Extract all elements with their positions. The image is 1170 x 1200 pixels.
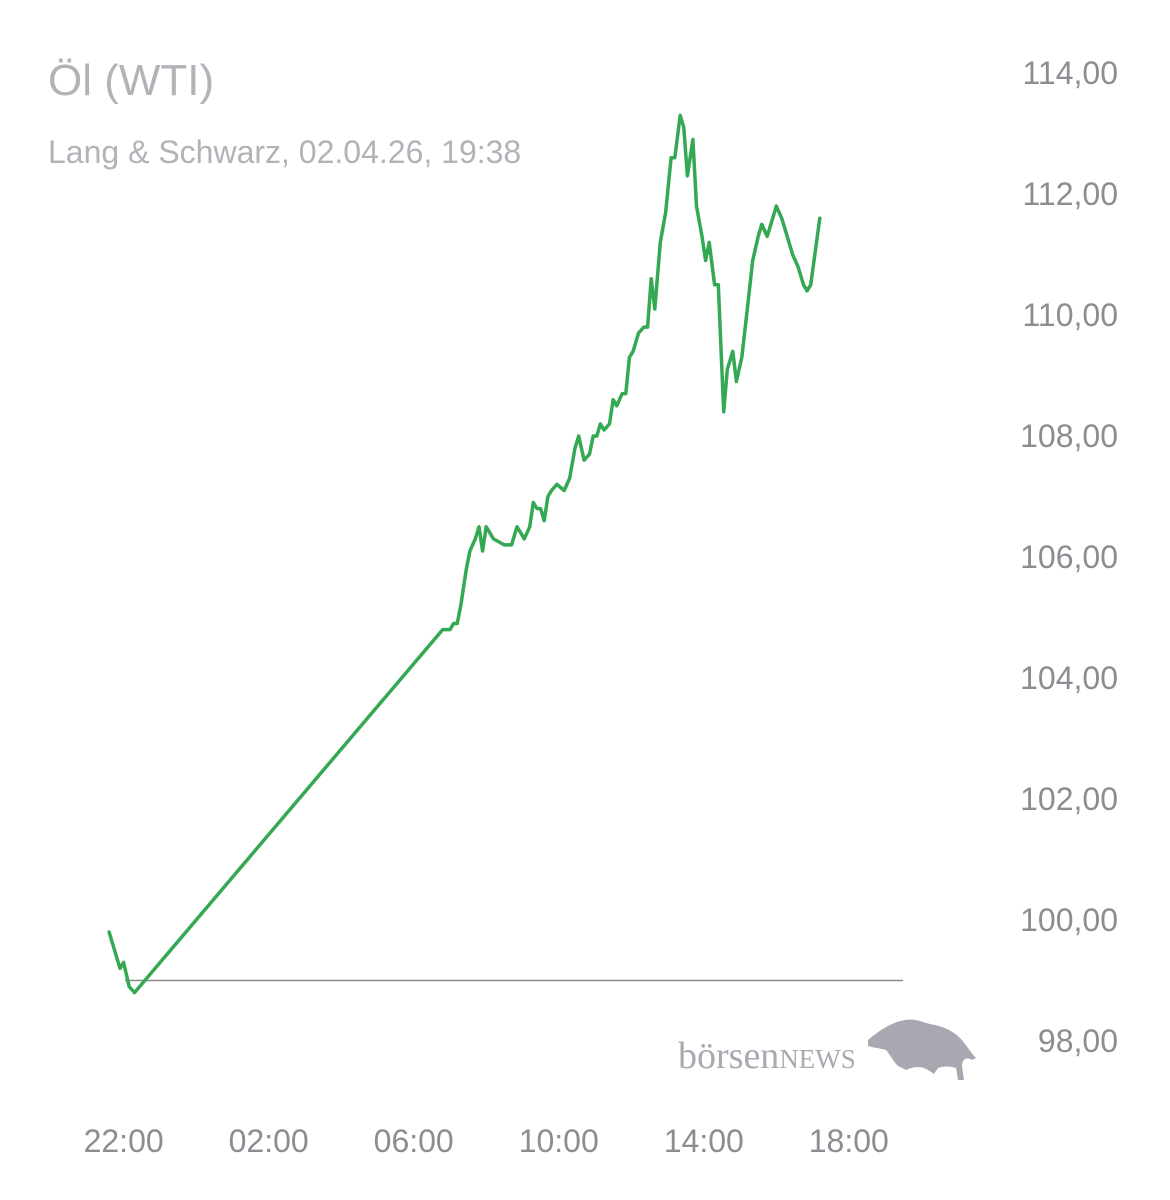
y-tick-label: 104,00 [1020, 660, 1118, 696]
y-tick-label: 98,00 [1038, 1023, 1118, 1059]
y-tick-label: 110,00 [1023, 297, 1119, 333]
price-series-line [107, 113, 822, 995]
chart-title: Öl (WTI) [48, 56, 215, 105]
x-tick-label: 10:00 [519, 1123, 599, 1159]
x-tick-label: 06:00 [374, 1123, 454, 1159]
y-tick-label: 106,00 [1020, 539, 1118, 575]
bull-icon [868, 1019, 976, 1080]
chart-subtitle: Lang & Schwarz, 02.04.26, 19:38 [48, 134, 522, 170]
y-tick-label: 102,00 [1020, 781, 1118, 817]
x-tick-label: 14:00 [664, 1123, 744, 1159]
logo-text-lower: börsen [678, 1035, 779, 1077]
x-tick-label: 02:00 [229, 1123, 309, 1159]
y-tick-label: 114,00 [1023, 55, 1119, 91]
logo-text: börsenNEWS [678, 1035, 856, 1077]
x-tick-label: 18:00 [809, 1123, 889, 1159]
borsennews-logo: börsenNEWS [678, 1019, 976, 1080]
y-tick-label: 108,00 [1020, 418, 1118, 454]
y-tick-label: 112,00 [1023, 176, 1119, 212]
logo-text-upper: NEWS [779, 1044, 856, 1074]
y-tick-label: 100,00 [1020, 902, 1118, 938]
x-tick-label: 22:00 [84, 1123, 164, 1159]
